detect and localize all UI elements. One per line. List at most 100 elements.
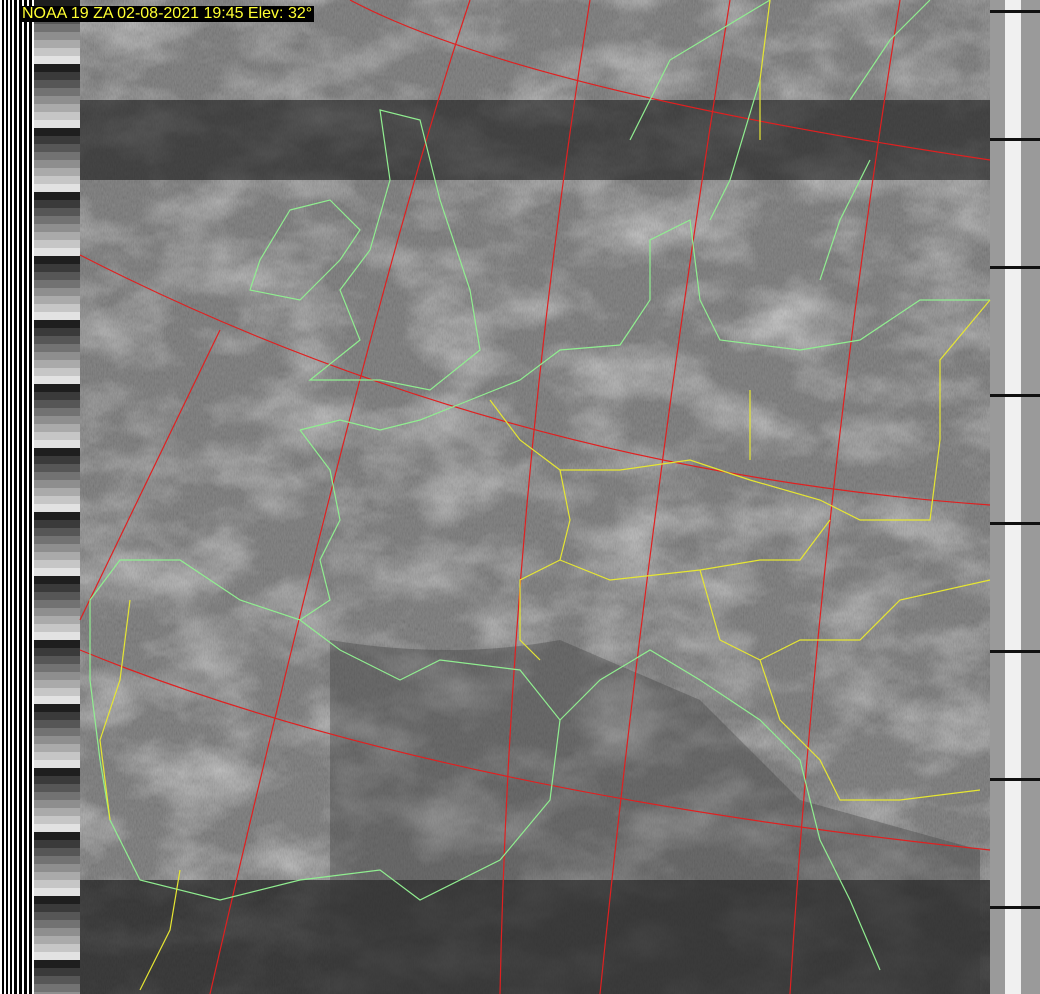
telemetry-wedge (34, 832, 80, 840)
telemetry-wedge (34, 48, 80, 56)
telemetry-wedge (34, 392, 80, 400)
telemetry-wedge (34, 376, 80, 384)
telemetry-marker (990, 138, 1040, 141)
telemetry-wedge (34, 176, 80, 184)
telemetry-wedge (34, 304, 80, 312)
telemetry-wedge (34, 904, 80, 912)
telemetry-wedge (34, 592, 80, 600)
telemetry-wedge (34, 728, 80, 736)
noise-band-top (80, 100, 990, 180)
telemetry-wedge (34, 680, 80, 688)
telemetry-wedge (34, 432, 80, 440)
telemetry-wedges-left (34, 0, 80, 994)
telemetry-wedge (34, 672, 80, 680)
telemetry-wedge (34, 264, 80, 272)
telemetry-wedge (34, 664, 80, 672)
telemetry-wedge (34, 896, 80, 904)
telemetry-wedge (34, 808, 80, 816)
telemetry-wedge (34, 232, 80, 240)
telemetry-wedge (34, 216, 80, 224)
telemetry-wedge (34, 144, 80, 152)
telemetry-wedge (34, 520, 80, 528)
telemetry-wedge (34, 88, 80, 96)
telemetry-wedge (34, 576, 80, 584)
telemetry-stripe (1005, 0, 1021, 994)
telemetry-wedge (34, 840, 80, 848)
telemetry-wedge (34, 552, 80, 560)
telemetry-wedge (34, 416, 80, 424)
telemetry-wedge (34, 440, 80, 448)
telemetry-marker (990, 394, 1040, 397)
telemetry-wedge (34, 120, 80, 128)
telemetry-wedge (34, 472, 80, 480)
telemetry-wedge (34, 64, 80, 72)
telemetry-wedge (34, 104, 80, 112)
telemetry-wedge (34, 776, 80, 784)
telemetry-wedge (34, 336, 80, 344)
telemetry-wedge (34, 96, 80, 104)
telemetry-wedge (34, 56, 80, 64)
coastlines (89, 0, 990, 971)
telemetry-wedge (34, 824, 80, 832)
telemetry-wedge (34, 544, 80, 552)
telemetry-wedge (34, 152, 80, 160)
telemetry-wedge (34, 496, 80, 504)
telemetry-marker (990, 650, 1040, 653)
telemetry-wedge (34, 976, 80, 984)
telemetry-wedge (34, 712, 80, 720)
telemetry-wedge (34, 248, 80, 256)
telemetry-wedge (34, 928, 80, 936)
telemetry-wedge (34, 128, 80, 136)
telemetry-marker (990, 522, 1040, 525)
telemetry-wedge (34, 640, 80, 648)
telemetry-wedge (34, 952, 80, 960)
telemetry-wedge (34, 32, 80, 40)
telemetry-wedge (34, 0, 80, 8)
telemetry-wedge (34, 112, 80, 120)
telemetry-wedge (34, 912, 80, 920)
telemetry-marker (990, 778, 1040, 781)
telemetry-wedge (34, 328, 80, 336)
telemetry-wedge (34, 408, 80, 416)
telemetry-wedge (34, 256, 80, 264)
sync-strip-left (0, 0, 34, 994)
telemetry-wedge (34, 888, 80, 896)
telemetry-wedge (34, 400, 80, 408)
country-borders (99, 0, 991, 991)
telemetry-wedge (34, 568, 80, 576)
telemetry-wedge (34, 600, 80, 608)
telemetry-wedge (34, 720, 80, 728)
telemetry-wedge (34, 536, 80, 544)
telemetry-wedge (34, 696, 80, 704)
telemetry-wedge (34, 792, 80, 800)
telemetry-wedge (34, 784, 80, 792)
telemetry-wedge (34, 360, 80, 368)
telemetry-wedge (34, 344, 80, 352)
telemetry-wedge (34, 528, 80, 536)
telemetry-wedge (34, 312, 80, 320)
telemetry-wedge (34, 616, 80, 624)
telemetry-wedge (34, 384, 80, 392)
telemetry-wedge (34, 224, 80, 232)
telemetry-wedge (34, 648, 80, 656)
telemetry-wedge (34, 768, 80, 776)
telemetry-wedge (34, 656, 80, 664)
telemetry-wedge (34, 816, 80, 824)
telemetry-wedge (34, 752, 80, 760)
telemetry-marker (990, 266, 1040, 269)
telemetry-wedge (34, 800, 80, 808)
telemetry-wedge (34, 352, 80, 360)
telemetry-wedge (34, 936, 80, 944)
telemetry-marker (990, 10, 1040, 13)
telemetry-wedge (34, 424, 80, 432)
telemetry-wedge (34, 480, 80, 488)
telemetry-wedge (34, 632, 80, 640)
telemetry-wedge (34, 456, 80, 464)
telemetry-wedge (34, 192, 80, 200)
telemetry-wedge (34, 160, 80, 168)
mediterranean-sea (330, 640, 980, 994)
telemetry-wedge (34, 880, 80, 888)
telemetry-marker (990, 906, 1040, 909)
